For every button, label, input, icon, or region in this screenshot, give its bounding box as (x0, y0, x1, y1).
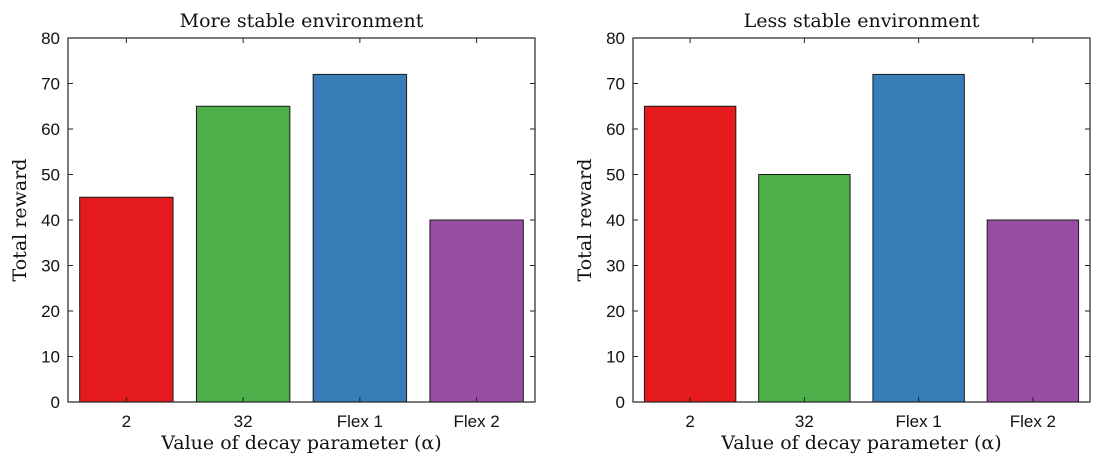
axes-frame (67, 37, 536, 403)
y-tick-label: 60 (41, 120, 60, 139)
y-tick-label: 20 (41, 302, 60, 321)
y-tick-label: 80 (41, 29, 60, 48)
chart-title: Less stable environment (744, 10, 980, 32)
x-tick-label: 2 (122, 412, 131, 431)
bar-2 (79, 196, 174, 403)
x-tick-label: Flex 2 (1010, 412, 1056, 431)
x-tick-label: Flex 1 (337, 412, 383, 431)
y-tick-label: 20 (606, 302, 625, 321)
x-tick-label: Flex 2 (453, 412, 499, 431)
y-tick-label: 80 (606, 29, 625, 48)
chart-panel-less-stable: Less stable environment Value of decay p… (574, 10, 1091, 454)
bar-2 (643, 105, 737, 403)
y-axis-label: Total reward (9, 159, 31, 282)
y-tick-label: 10 (41, 348, 60, 367)
y-tick-label: 70 (606, 75, 625, 94)
y-tick-label: 0 (51, 393, 60, 412)
y-tick-label: 60 (606, 120, 625, 139)
bar-flex-1 (872, 73, 965, 403)
x-tick-label: Flex 1 (895, 412, 941, 431)
y-tick-label: 70 (41, 75, 60, 94)
y-tick-label: 50 (41, 166, 60, 185)
chart-panel-more-stable: More stable environment Value of decay p… (9, 10, 536, 454)
bar-flex-1 (312, 73, 408, 403)
bar-flex-2 (986, 219, 1080, 403)
y-tick-label: 10 (606, 348, 625, 367)
chart-title: More stable environment (180, 10, 424, 32)
axes-frame (632, 37, 1091, 403)
y-axis-label: Total reward (574, 159, 596, 282)
bar-32 (195, 105, 291, 403)
y-tick-label: 30 (606, 257, 625, 276)
x-tick-label: 32 (234, 412, 253, 431)
y-tick-label: 0 (616, 393, 625, 412)
y-tick-label: 40 (41, 211, 60, 230)
y-tick-label: 50 (606, 166, 625, 185)
x-axis-label: Value of decay parameter (α) (720, 432, 1001, 454)
bar-32 (758, 174, 851, 403)
y-tick-label: 40 (606, 211, 625, 230)
x-tick-label: 2 (685, 412, 694, 431)
y-tick-label: 30 (41, 257, 60, 276)
bar-flex-2 (429, 219, 524, 403)
x-axis-label: Value of decay parameter (α) (160, 432, 441, 454)
x-tick-label: 32 (795, 412, 814, 431)
